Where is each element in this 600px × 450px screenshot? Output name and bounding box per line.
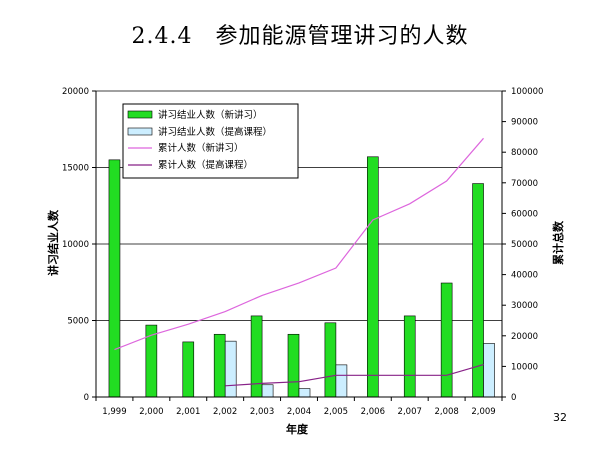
y-tick-label: 10000 — [62, 240, 89, 250]
y-axis-label: 讲习结业人数 — [46, 209, 60, 276]
y2-tick-label: 50000 — [511, 240, 538, 250]
y-tick-label: 20000 — [62, 87, 89, 97]
bar-advanced-6 — [335, 364, 348, 398]
line-cumulative-advanced — [225, 364, 484, 387]
bar-new-4 — [250, 315, 263, 398]
y-tick-label: 5000 — [67, 317, 89, 327]
legend-swatch-advanced-bar — [127, 127, 153, 136]
y2-tick-label: 80000 — [511, 148, 538, 158]
axes — [92, 90, 506, 401]
slide-title: 2.4.4 参加能源管理讲习的人数 — [131, 24, 469, 49]
y2-tick-label: 20000 — [511, 332, 538, 342]
x-tick-label: 2,008 — [434, 407, 458, 417]
y2-tick-label: 90000 — [511, 118, 538, 128]
bar-advanced-3 — [224, 340, 237, 398]
bar-new-9 — [440, 282, 453, 398]
x-tick-label: 2,005 — [324, 407, 348, 417]
bar-new-5 — [287, 333, 300, 398]
bar-new-7 — [367, 156, 379, 398]
bar-advanced-4 — [261, 384, 274, 398]
bar-new-2 — [182, 341, 195, 398]
x-tick-label: 1,999 — [102, 407, 126, 417]
line-cumulative-new — [114, 137, 484, 351]
x-tick-label: 2,004 — [287, 407, 311, 417]
x-tick-label: 2,000 — [139, 407, 163, 417]
page-number: 32 — [553, 411, 567, 424]
y-tick-label: 0 — [84, 393, 89, 403]
bar-new-8 — [403, 315, 416, 398]
x-tick-label: 2,003 — [250, 407, 274, 417]
y2-tick-label: 0 — [511, 393, 516, 403]
tick-labels: 0 5000 10000 15000 20000 0 10000 20000 30000 4000… — [62, 87, 544, 417]
y-tick-label: 15000 — [62, 164, 89, 174]
y2-tick-label: 30000 — [511, 301, 538, 311]
x-axis-label: 年度 — [286, 422, 309, 436]
legend-label-new-bar: 讲习结业人数（新讲习） — [158, 109, 263, 121]
bar-new-0 — [108, 159, 121, 398]
legend-swatch-new-bar — [127, 110, 153, 119]
bar-advanced-5 — [298, 388, 311, 398]
bar-advanced-10 — [483, 343, 495, 398]
y2-tick-label: 100000 — [511, 87, 543, 97]
legend: 讲习结业人数（新讲习） 讲习结业人数（提高课程） 累计人数（新讲习） 累计人数（… — [122, 103, 299, 179]
y2-tick-label: 60000 — [511, 209, 538, 219]
y2-tick-label: 10000 — [511, 362, 538, 372]
y2-tick-label: 70000 — [511, 179, 538, 189]
x-tick-label: 2,009 — [471, 407, 495, 417]
bar-new-1 — [145, 324, 158, 398]
bar-new-6 — [324, 322, 337, 398]
y2-axis-label: 累计总数 — [551, 220, 565, 265]
x-tick-label: 2,007 — [398, 407, 422, 417]
x-tick-label: 2,001 — [176, 407, 200, 417]
legend-label-advanced-bar: 讲习结业人数（提高课程） — [158, 126, 272, 138]
x-tick-label: 2,006 — [361, 407, 385, 417]
legend-label-advanced-line: 累计人数（提高课程） — [158, 159, 253, 171]
x-tick-label: 2,002 — [213, 407, 237, 417]
lines — [114, 137, 484, 387]
legend-label-new-line: 累计人数（新讲习） — [158, 142, 244, 154]
bar-new-3 — [213, 333, 226, 398]
y2-tick-label: 40000 — [511, 271, 538, 281]
